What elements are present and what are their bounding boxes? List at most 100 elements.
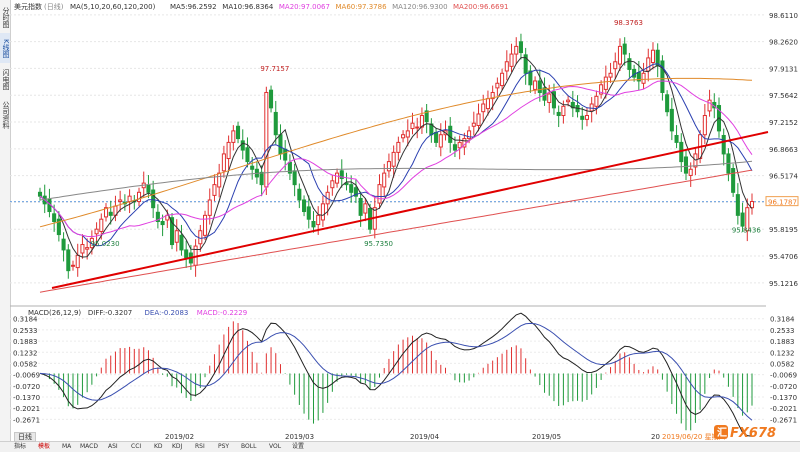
indicator-tab[interactable]: 设置 <box>292 443 305 450</box>
candle-body <box>155 211 160 223</box>
candle-body <box>287 161 292 174</box>
price-tick-label: 96.5174 <box>769 173 798 181</box>
price-tick-label: 96.8663 <box>769 146 798 154</box>
macd-tick-label: -0.0069 <box>770 372 797 380</box>
candle-body <box>231 130 236 143</box>
candle-body <box>566 99 571 103</box>
candle-body <box>37 191 43 197</box>
candle-body <box>749 201 755 209</box>
candle-body <box>467 130 472 140</box>
candle-body <box>490 91 495 100</box>
price-annotation: 98.3763 <box>614 19 643 27</box>
ma-line-ma200 <box>39 169 753 293</box>
price-chart[interactable]: 98.6110 98.2620 97.9131 97.5642 97.2152 96.86… <box>0 0 800 441</box>
price-annotations: 97.7157 98.3763 95.7350 95.0230 95.8436 <box>91 19 762 248</box>
candle-body <box>419 115 424 128</box>
candle-body <box>410 122 415 130</box>
candle-body <box>613 61 618 70</box>
candle-body <box>594 95 599 107</box>
candle-body <box>382 172 387 188</box>
candle-body <box>160 221 165 226</box>
candle-body <box>391 151 396 167</box>
candle-body <box>495 82 500 89</box>
candle-body <box>311 221 316 228</box>
indicator-tab[interactable]: KD <box>154 443 163 450</box>
candle-body <box>212 184 217 196</box>
price-header: 美元指数 (日线) MA(5,10,20,60,120,200) MA5:96.259… <box>14 2 509 11</box>
candle-body <box>632 68 637 78</box>
candle-body <box>514 45 519 55</box>
macd-tick-label: 0.3184 <box>770 316 795 324</box>
period-label[interactable]: 日线 <box>14 432 36 442</box>
price-tick-label: 97.5642 <box>769 92 798 100</box>
candle-body <box>56 218 61 236</box>
candle-body <box>405 130 410 138</box>
candle-body <box>118 199 123 203</box>
candle-body <box>358 197 363 216</box>
price-tick-label: 97.2152 <box>769 119 798 127</box>
candle-body <box>646 57 651 72</box>
macd-tick-label-left: -0.2021 <box>13 405 40 413</box>
candle-body <box>500 72 505 87</box>
candle-body <box>476 113 481 127</box>
candle-body <box>533 80 538 90</box>
side-tab-bar: 分时图 K线图 闪电图 公司资料 <box>0 0 11 451</box>
indicator-tab[interactable]: VOL <box>269 443 282 450</box>
candle-body <box>108 211 113 216</box>
macd-tick-label: -0.2671 <box>770 416 797 424</box>
candle-body <box>198 230 203 245</box>
side-tab-timeshare[interactable]: 分时图 <box>2 6 10 28</box>
macd-value: DIFF:-0.3207 <box>88 309 132 317</box>
candle-body <box>396 141 401 153</box>
indicator-tab[interactable]: CCI <box>131 443 142 450</box>
indicator-tab[interactable]: MACD <box>80 443 98 450</box>
indicator-tab[interactable]: 指标 <box>14 443 27 450</box>
candle-body <box>434 131 439 143</box>
ma-line-ma5 <box>39 57 753 258</box>
indicator-bar: 指标 模板 MA MACD ASI CCI KD KDJ RSI PSY BOLL VOL 设置 <box>0 441 800 452</box>
candle-body <box>52 213 57 223</box>
dea-line <box>39 322 753 421</box>
candle-body <box>103 207 109 218</box>
current-price-box <box>765 196 799 207</box>
candle-body <box>589 103 594 112</box>
indicator-tab[interactable]: KDJ <box>172 443 183 450</box>
indicator-tab[interactable]: PSY <box>218 443 230 450</box>
candle-body <box>136 191 142 203</box>
candle-body <box>146 184 151 193</box>
macd-tick-label: -0.2021 <box>770 405 797 413</box>
candle-body <box>207 199 212 216</box>
candle-body <box>457 141 462 149</box>
indicator-tab[interactable]: 模板 <box>38 443 51 450</box>
candle-body <box>75 254 80 269</box>
ma-value: MA10:96.8364 <box>222 3 274 11</box>
ma-line-ma10 <box>39 63 753 247</box>
side-tab-flash[interactable]: 闪电图 <box>2 68 10 90</box>
candle-body <box>740 212 745 227</box>
watermark-text: FX678 <box>730 426 776 440</box>
x-axis-label: 2019/05 <box>532 433 561 441</box>
candle-body <box>627 58 632 70</box>
candle-body <box>608 72 613 78</box>
candle-body <box>707 99 712 112</box>
macd-axis-ticks: 0.3184 0.3184 0.2533 0.2533 0.1883 0.1883 0.12… <box>13 316 797 425</box>
x-axis-labels: 2019/02 2019/03 2019/04 2019/05 20 2019/06/20… <box>165 433 726 441</box>
candle-body <box>306 206 311 220</box>
candle-body <box>61 238 66 251</box>
macd-tick-label-left: -0.0069 <box>13 372 40 380</box>
indicator-tab[interactable]: ASI <box>108 443 118 450</box>
candle-body <box>240 140 245 151</box>
macd-tick-label: 0.1883 <box>770 338 795 346</box>
candle-body <box>283 148 288 161</box>
indicator-tab[interactable]: BOLL <box>241 443 257 450</box>
candle-body <box>316 214 321 226</box>
macd-tick-label-left: 0.1883 <box>13 338 38 346</box>
macd-tick-label: 0.1232 <box>770 349 795 357</box>
side-tab-kline[interactable]: K线图 <box>0 33 10 63</box>
indicator-tab[interactable]: MA <box>62 443 72 450</box>
candle-body <box>127 195 132 203</box>
side-tab-company[interactable]: 公司资料 <box>2 101 10 129</box>
indicator-tab[interactable]: RSI <box>195 443 205 450</box>
macd-tick-label-left: 0.3184 <box>13 316 38 324</box>
